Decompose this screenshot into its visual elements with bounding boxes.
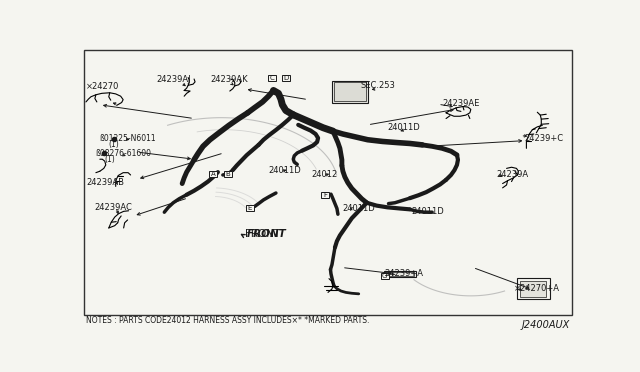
Text: 24239+C: 24239+C [524,134,563,143]
Bar [383,271,416,277]
Text: 24239AK: 24239AK [210,75,248,84]
Text: A: A [211,171,215,177]
Bar [269,75,276,81]
Text: E: E [248,205,252,211]
Text: F: F [323,192,327,198]
Text: 24239AB: 24239AB [86,178,124,187]
Text: FRONT: FRONT [246,229,287,239]
Text: D: D [284,75,289,81]
Bar [209,171,217,177]
Text: 24011D: 24011D [269,166,301,174]
Text: 24011D: 24011D [388,123,420,132]
Text: ×24270+A: ×24270+A [513,284,559,293]
Bar [385,272,414,276]
Text: (1): (1) [105,155,116,164]
Text: ×24270: ×24270 [86,82,119,91]
Text: ß01225-N6011: ß01225-N6011 [99,134,156,143]
Bar [321,192,329,198]
Text: NOTES : PARTS CODE24012 HARNESS ASSY INCLUDES×* *MARKED PARTS.: NOTES : PARTS CODE24012 HARNESS ASSY INC… [86,316,369,325]
Text: 24011D: 24011D [343,204,376,213]
Text: ß08276-61600: ß08276-61600 [95,149,151,158]
Text: 24239AJ: 24239AJ [157,75,191,84]
Text: FRONT: FRONT [244,229,280,239]
Bar [246,205,253,211]
Text: B: B [225,171,230,177]
Bar [381,273,388,279]
Text: 24239AE: 24239AE [442,99,479,108]
Bar [334,82,365,101]
Text: C: C [270,75,275,81]
Text: 24239+A: 24239+A [385,269,424,278]
Text: (1): (1) [109,140,120,150]
Text: SEC.253: SEC.253 [361,81,396,90]
Bar [518,278,550,299]
Text: 24239AC: 24239AC [95,203,132,212]
Text: G: G [382,273,387,279]
Text: J2400AUX: J2400AUX [522,320,570,330]
Bar [224,171,232,177]
Bar [520,280,547,297]
Bar [332,81,367,103]
Text: 24012: 24012 [311,170,337,179]
Text: 24011D: 24011D [412,207,444,216]
Text: 24239A: 24239A [497,170,529,179]
Bar [282,75,291,81]
